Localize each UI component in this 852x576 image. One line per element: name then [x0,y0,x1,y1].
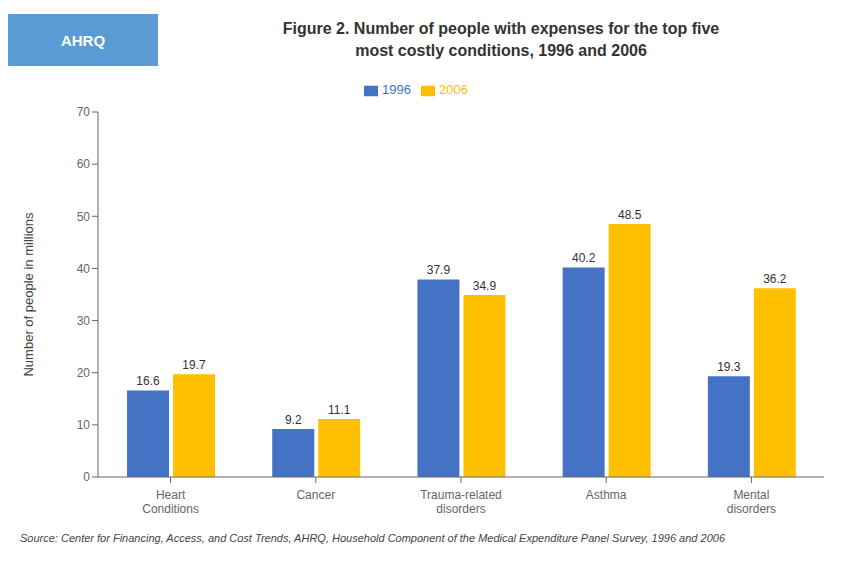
svg-text:48.5: 48.5 [618,208,642,222]
svg-text:9.2: 9.2 [285,413,302,427]
svg-text:36.2: 36.2 [763,272,787,286]
svg-text:19.3: 19.3 [717,360,741,374]
svg-text:Cancer: Cancer [296,488,335,502]
html-text:most costly conditions, 1996 a: most costly conditions, 1996 and 2006 [355,42,647,59]
svg-text:Trauma-relateddisorders: Trauma-relateddisorders [420,488,502,516]
html-text:Figure 2. Number of people wit: Figure 2. Number of people with expenses… [282,20,720,37]
svg-text:50: 50 [77,210,91,224]
svg-text:19.7: 19.7 [182,358,206,372]
svg-text:HeartConditions: HeartConditions [142,488,199,516]
svg-text:30: 30 [77,314,91,328]
html-text:1996: 1996 [382,82,411,97]
html-text:AHRQ: AHRQ [60,31,106,49]
html-text:2006: 2006 [439,82,468,97]
svg-text:20: 20 [77,366,91,380]
svg-text:40: 40 [77,262,91,276]
svg-text:Number of people in millions: Number of people in millions [21,212,36,377]
html-text:Source: Center for Financing,: Source: Center for Financing, Access, an… [20,532,725,544]
svg-text:Mentaldisorders: Mentaldisorders [727,488,776,516]
svg-text:11.1: 11.1 [328,403,351,417]
svg-text:70: 70 [77,105,91,119]
svg-text:Asthma: Asthma [586,488,627,502]
svg-text:40.2: 40.2 [572,251,596,265]
svg-text:0: 0 [83,470,90,484]
svg-text:10: 10 [77,418,91,432]
svg-text:60: 60 [77,157,91,171]
svg-text:34.9: 34.9 [473,279,497,293]
svg-text:37.9: 37.9 [427,263,451,277]
svg-text:16.6: 16.6 [136,374,160,388]
